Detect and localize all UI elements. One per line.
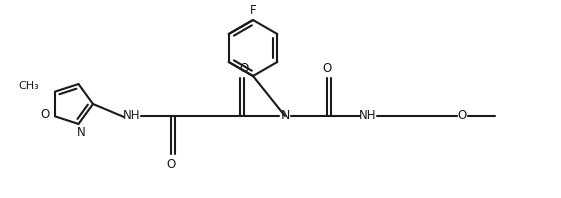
- Text: F: F: [250, 4, 256, 16]
- Text: O: O: [323, 62, 332, 74]
- Text: NH: NH: [123, 109, 141, 123]
- Text: O: O: [457, 109, 467, 123]
- Text: N: N: [77, 127, 86, 139]
- Text: O: O: [167, 157, 176, 170]
- Text: O: O: [240, 62, 249, 74]
- Text: O: O: [40, 108, 49, 121]
- Text: N: N: [280, 109, 289, 123]
- Text: NH: NH: [359, 109, 377, 123]
- Text: CH₃: CH₃: [19, 81, 39, 91]
